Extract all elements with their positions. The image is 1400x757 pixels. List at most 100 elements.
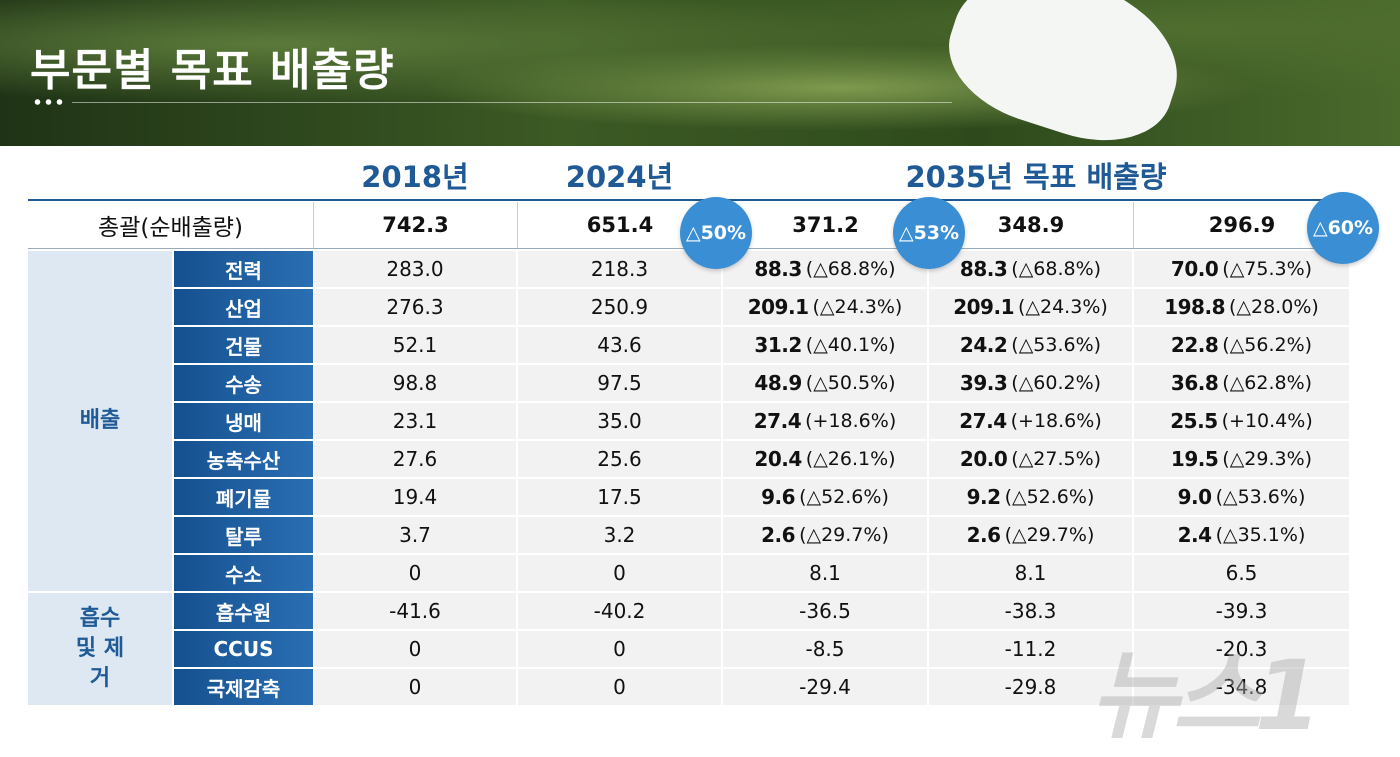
data-cell: 19.5 (△29.3%) (1134, 441, 1349, 477)
cell-value: 2.6 (966, 523, 1001, 547)
total-cell: 651.4 (517, 202, 722, 248)
data-cell: 0 (518, 555, 721, 591)
data-cell: 88.3 (△68.8%) (929, 251, 1132, 287)
cell-value: 22.8 (1170, 333, 1219, 357)
cell-value: 2.4 (1177, 523, 1212, 547)
watermark: 뉴스1 (1090, 640, 1321, 752)
total-label: 총괄(순배출량) (98, 215, 243, 241)
data-cell: 9.6 (△52.6%) (723, 479, 927, 515)
data-cell: 8.1 (929, 555, 1132, 591)
data-cell: 250.9 (518, 289, 721, 325)
data-cell: 6.5 (1134, 555, 1349, 591)
sector-label: 수소 (174, 555, 313, 591)
cell-change: (△62.8%) (1222, 372, 1313, 394)
year-header: 2018년 (361, 160, 469, 194)
cell-value: 39.3 (959, 371, 1008, 395)
rule (72, 102, 952, 103)
cell-value: 88.3 (754, 257, 802, 281)
data-cell: 209.1 (△24.3%) (929, 289, 1132, 325)
data-cell: 39.3 (△60.2%) (929, 365, 1132, 401)
data-cell: 9.0 (△53.6%) (1134, 479, 1349, 515)
data-cell: 283.0 (314, 251, 516, 287)
sector-label: 탈루 (174, 517, 313, 553)
cell-change: (△26.1%) (805, 448, 896, 470)
sector-label: 산업 (174, 289, 313, 325)
data-cell: 20.4 (△26.1%) (723, 441, 927, 477)
cell-value: 48.9 (754, 371, 802, 395)
cell-change: (+10.4%) (1221, 410, 1313, 432)
data-cell: 97.5 (518, 365, 721, 401)
data-cell: -39.3 (1134, 593, 1349, 629)
data-cell: -41.6 (314, 593, 516, 629)
total-cell: 296.9 (1133, 202, 1350, 248)
cell-change: (+18.6%) (805, 410, 897, 432)
cell-value: 25.5 (1170, 409, 1218, 433)
cell-change: (△68.8%) (1011, 258, 1102, 280)
badge: △60% (1307, 192, 1379, 264)
cell-change: (△56.2%) (1222, 334, 1313, 356)
sector-label: 농축수산 (174, 441, 313, 477)
data-cell: 9.2 (△52.6%) (929, 479, 1132, 515)
data-cell: 0 (314, 555, 516, 591)
cell-change: (△40.1%) (805, 334, 896, 356)
cell-change: (△29.7%) (1004, 524, 1095, 546)
data-cell: -29.8 (929, 669, 1132, 705)
cell-change: (+18.6%) (1010, 410, 1102, 432)
year-header: 2024년 (565, 160, 674, 194)
cell-change: (△24.3%) (1017, 296, 1108, 318)
data-cell: 0 (314, 669, 516, 705)
data-cell: -29.4 (723, 669, 927, 705)
sector-label: 흡수원 (174, 593, 313, 629)
data-cell: 0 (518, 631, 721, 667)
data-cell: 198.8 (△28.0%) (1134, 289, 1349, 325)
cell-value: 209.1 (747, 295, 809, 319)
data-cell: 0 (314, 631, 516, 667)
data-cell: 27.4 (+18.6%) (723, 403, 927, 439)
cell-value: 27.4 (753, 409, 802, 433)
data-cell: -34.8 (1134, 669, 1349, 705)
cell-value: 31.2 (754, 333, 802, 357)
data-cell: 2.6 (△29.7%) (929, 517, 1132, 553)
data-cell: 218.3 (518, 251, 721, 287)
total-cell: 742.3 (313, 202, 517, 248)
dots (32, 98, 64, 106)
badge: △50% (680, 197, 752, 269)
data-cell: 35.0 (518, 403, 721, 439)
data-cell: 20.0 (△27.5%) (929, 441, 1132, 477)
group-label: 흡수 및 제거 (28, 593, 172, 705)
group-label: 배출 (28, 251, 172, 591)
data-cell: 98.8 (314, 365, 516, 401)
co2-sign (932, 0, 1198, 162)
cell-change: (△24.3%) (812, 296, 903, 318)
cell-value: 70.0 (1170, 257, 1219, 281)
sector-label: CCUS (174, 631, 313, 667)
cell-value: 9.6 (761, 485, 796, 509)
cell-change: (△53.6%) (1215, 486, 1306, 508)
data-cell: 27.4 (+18.6%) (929, 403, 1132, 439)
cell-change: (△28.0%) (1228, 296, 1319, 318)
total-cell: 348.9 (928, 202, 1133, 248)
cell-change: (△27.5%) (1011, 448, 1102, 470)
sector-label: 냉매 (174, 403, 313, 439)
target-header: 2035년 목표 배출량 (905, 160, 1167, 194)
data-cell: 27.6 (314, 441, 516, 477)
cell-value: 20.4 (754, 447, 802, 471)
cell-change: (△50.5%) (805, 372, 896, 394)
data-cell: 70.0 (△75.3%) (1134, 251, 1349, 287)
cell-value: 209.1 (953, 295, 1014, 319)
cell-value: 2.6 (761, 523, 796, 547)
total-cell: 371.2 (722, 202, 928, 248)
sector-label: 전력 (174, 251, 313, 287)
data-cell: -36.5 (723, 593, 927, 629)
cell-change: (△35.1%) (1215, 524, 1306, 546)
data-cell: -8.5 (723, 631, 927, 667)
cell-value: 36.8 (1170, 371, 1219, 395)
data-cell: 19.4 (314, 479, 516, 515)
cell-change: (△53.6%) (1011, 334, 1102, 356)
header-rule (28, 199, 1350, 201)
data-cell: 22.8 (△56.2%) (1134, 327, 1349, 363)
data-cell: -38.3 (929, 593, 1132, 629)
data-cell: 24.2 (△53.6%) (929, 327, 1132, 363)
data-cell: 52.1 (314, 327, 516, 363)
